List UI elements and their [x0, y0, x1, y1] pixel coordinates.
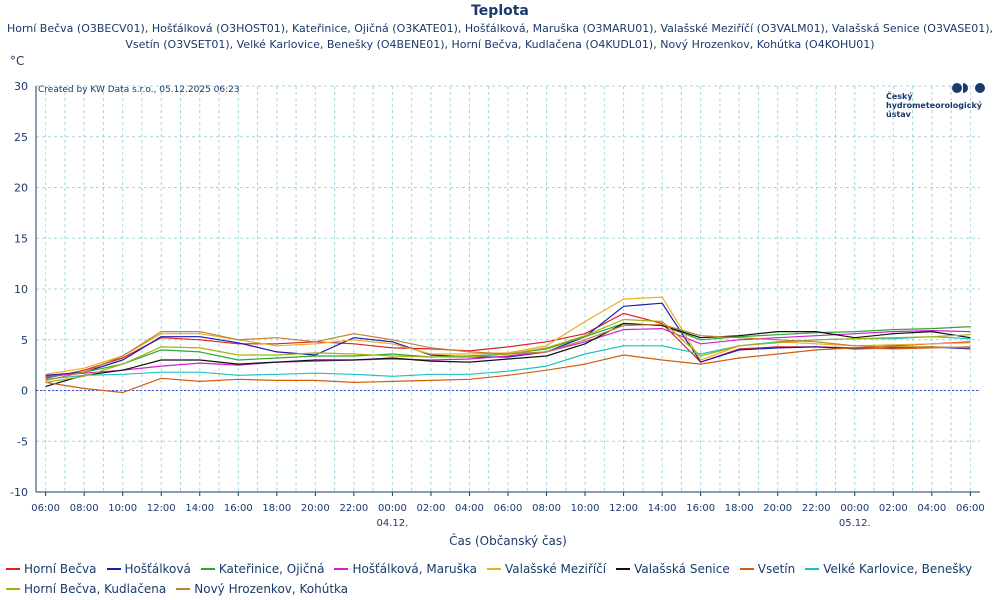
y-tick-label: 5	[21, 334, 28, 347]
x-tick-label: 06:00	[494, 503, 523, 514]
x-tick-label: 20:00	[301, 503, 330, 514]
legend-item[interactable]: Velké Karlovice, Benešky	[805, 559, 972, 579]
x-tick-label: 16:00	[224, 503, 253, 514]
x-tick-label: 08:00	[70, 503, 99, 514]
x-date-label: 04.12.	[377, 518, 409, 529]
y-axis-label: °C	[10, 54, 24, 68]
x-tick-label: 10:00	[571, 503, 600, 514]
legend-label: Hošťálková	[124, 562, 191, 576]
series-line	[45, 296, 971, 375]
y-tick-label: 15	[14, 232, 28, 245]
legend-swatch	[176, 588, 191, 590]
legend-item[interactable]: Hošťálková, Maruška	[334, 559, 477, 579]
legend-swatch	[616, 568, 631, 570]
legend-item[interactable]: Valašská Senice	[616, 559, 730, 579]
y-tick-label: -5	[17, 435, 28, 448]
legend-swatch	[805, 568, 820, 570]
legend-swatch	[6, 568, 20, 570]
x-tick-label: 06:00	[956, 503, 985, 514]
credit-text: Created by KW Data s.r.o., 05.12.2025 06…	[38, 85, 240, 95]
legend-swatch	[6, 588, 20, 590]
x-tick-label: 02:00	[879, 503, 908, 514]
legend-label: Hošťálková, Maruška	[352, 562, 477, 576]
x-tick-label: 22:00	[802, 503, 831, 514]
legend-item[interactable]: Hošťálková	[106, 559, 191, 579]
legend-label: Kateřinice, Ojičná	[218, 562, 325, 576]
series-line	[45, 302, 971, 376]
legend-swatch	[739, 568, 754, 570]
legend-label: Valašská Senice	[634, 562, 730, 576]
legend-swatch	[200, 568, 215, 570]
legend-label: Horní Bečva, Kudlačena	[24, 582, 167, 596]
legend-swatch	[486, 568, 501, 570]
chmi-logo-line: ústav	[886, 110, 911, 119]
legend-item[interactable]: Horní Bečva, Kudlačena	[6, 579, 166, 599]
x-tick-label: 04:00	[917, 503, 946, 514]
y-tick-label: 30	[14, 80, 28, 93]
series-line	[45, 346, 971, 394]
legend-item[interactable]: Valašské Meziříčí	[486, 559, 607, 579]
chmi-logo-line: hydrometeorologický	[886, 101, 983, 110]
chmi-logo-icon	[952, 83, 985, 93]
x-tick-label: 20:00	[763, 503, 792, 514]
x-tick-label: 00:00	[378, 503, 407, 514]
x-axis-label: Čas (Občanský čas)	[449, 533, 567, 548]
legend-label: Valašské Meziříčí	[504, 562, 607, 576]
chmi-logo-text: Český hydrometeorologický ústav	[886, 92, 996, 119]
legend-label: Velké Karlovice, Benešky	[823, 562, 973, 576]
x-tick-label: 04:00	[455, 503, 484, 514]
chart-subtitle: Horní Bečva (O3BECV01), Hošťálková (O3HO…	[0, 21, 1000, 53]
series-line	[45, 323, 971, 381]
chmi-logo-line: Český	[886, 92, 913, 101]
y-tick-label: -10	[10, 486, 28, 499]
x-tick-label: 22:00	[339, 503, 368, 514]
x-tick-label: 12:00	[147, 503, 176, 514]
x-tick-label: 14:00	[648, 503, 677, 514]
x-tick-label: 10:00	[108, 503, 137, 514]
legend-item[interactable]: Horní Bečva	[6, 559, 97, 579]
legend-label: Nový Hrozenkov, Kohútka	[194, 582, 349, 596]
x-tick-label: 14:00	[185, 503, 214, 514]
x-date-label: 05.12.	[839, 518, 871, 529]
x-tick-label: 00:00	[840, 503, 869, 514]
chart-subtitle-line-1: Horní Bečva (O3BECV01), Hošťálková (O3HO…	[6, 22, 994, 35]
chart-subtitle-line-2: Vsetín (O3VSET01), Velké Karlovice, Bene…	[125, 38, 875, 51]
x-tick-label: 16:00	[686, 503, 715, 514]
legend-swatch	[334, 568, 349, 570]
x-tick-label: 02:00	[417, 503, 446, 514]
series-line	[45, 322, 971, 387]
legend-item[interactable]: Kateřinice, Ojičná	[200, 559, 325, 579]
legend-item[interactable]: Vsetín	[739, 559, 796, 579]
y-tick-label: 10	[14, 283, 28, 296]
x-tick-label: 18:00	[725, 503, 754, 514]
legend-label: Vsetín	[757, 562, 796, 576]
x-tick-label: 12:00	[609, 503, 638, 514]
x-tick-label: 08:00	[532, 503, 561, 514]
legend-item[interactable]: Nový Hrozenkov, Kohútka	[176, 579, 348, 599]
y-tick-label: 0	[21, 385, 28, 398]
x-tick-label: 06:00	[31, 503, 60, 514]
y-tick-label: 20	[14, 182, 28, 195]
chart-title: Teplota	[471, 3, 529, 19]
chart-legend: Horní Bečva Hošťálková Kateřinice, Ojičná H…	[6, 559, 996, 599]
series-line	[45, 328, 971, 377]
x-tick-label: 18:00	[262, 503, 291, 514]
legend-swatch	[106, 568, 121, 570]
y-tick-label: 25	[14, 131, 28, 144]
legend-label: Horní Bečva	[24, 562, 97, 576]
